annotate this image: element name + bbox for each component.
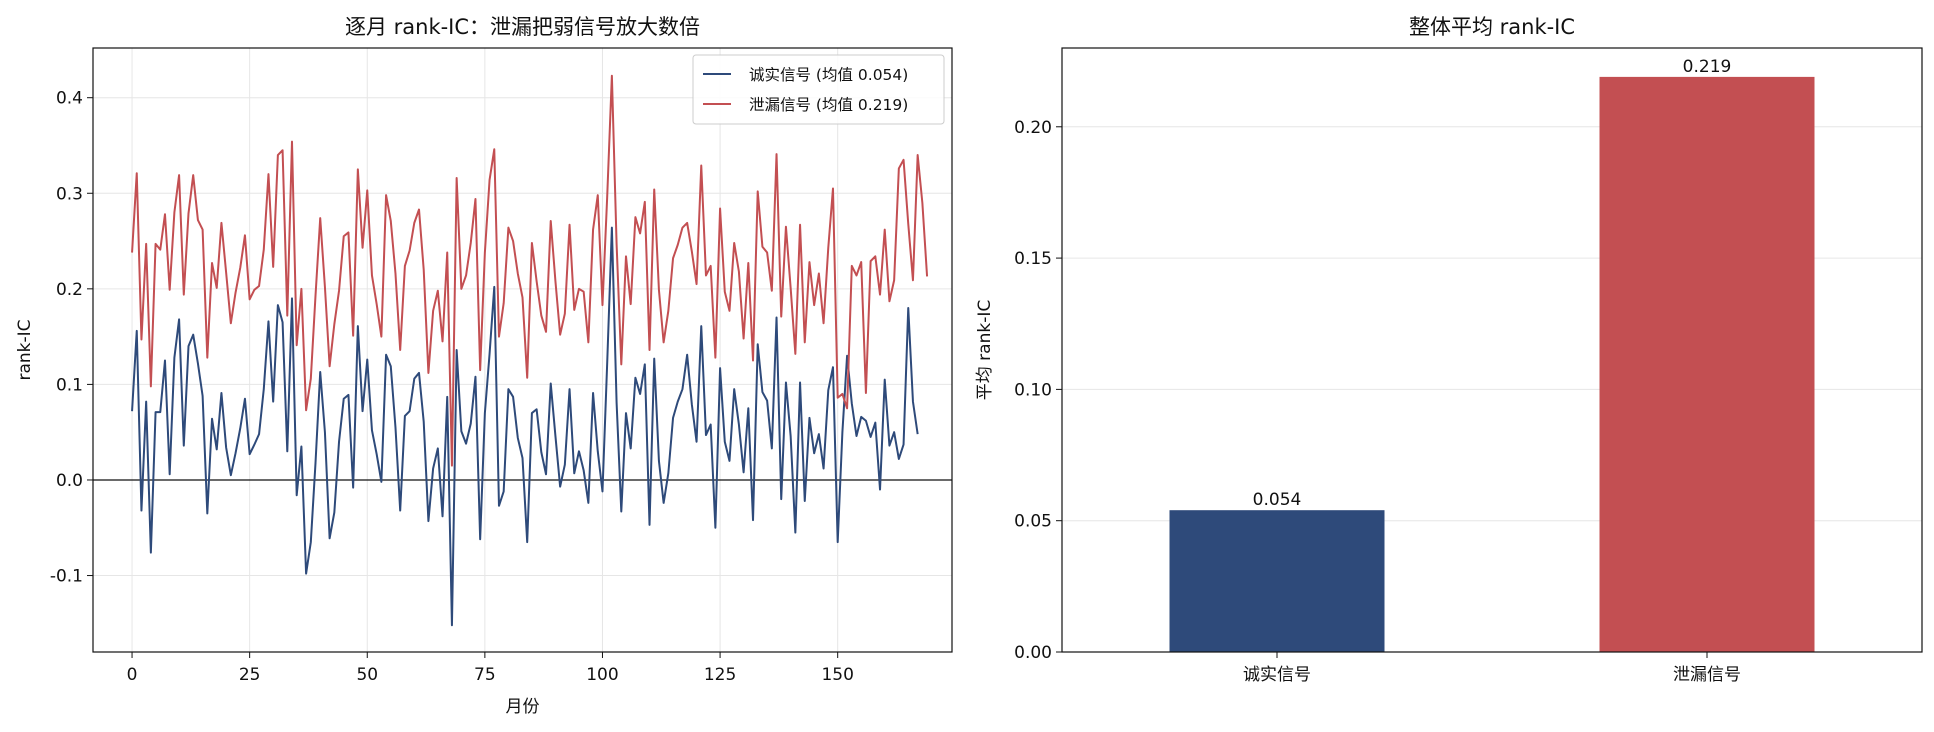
- line-chart-title: 逐月 rank-IC：泄漏把弱信号放大数倍: [345, 15, 700, 39]
- x-tick-label: 50: [356, 665, 378, 685]
- line-series-group: [131, 74, 929, 627]
- line-chart-frame: [92, 47, 953, 653]
- bar-value-label: 0.219: [1683, 57, 1732, 77]
- y-tick-label: 0.00: [1014, 643, 1052, 663]
- y-tick-label: 0.1: [56, 375, 83, 395]
- legend-label-honest: 诚实信号 (均值 0.054): [749, 66, 908, 84]
- bar-chart-x-ticks: 诚实信号 泄漏信号: [1243, 652, 1741, 685]
- bar: [1599, 76, 1815, 652]
- y-tick-label: 0.4: [56, 89, 83, 109]
- x-tick-label: 泄漏信号: [1673, 665, 1741, 685]
- bar-chart-y-label: 平均 rank-IC: [975, 300, 995, 400]
- y-tick-label: 0.05: [1014, 512, 1052, 532]
- line-chart-x-label: 月份: [506, 697, 540, 717]
- y-tick-label: 0.2: [56, 280, 83, 300]
- line-chart-panel: 逐月 rank-IC：泄漏把弱信号放大数倍 0 25 50 75 100 125 150 -…: [15, 15, 953, 717]
- line-chart-y-label: rank-IC: [15, 319, 35, 380]
- x-tick-label: 125: [704, 665, 736, 685]
- x-tick-label: 100: [586, 665, 618, 685]
- line-chart-x-ticks: 0 25 50 75 100 125 150: [127, 652, 854, 685]
- y-tick-label: 0.20: [1014, 118, 1052, 138]
- leaky-signal-line: [131, 74, 929, 467]
- x-tick-label: 诚实信号: [1243, 665, 1311, 685]
- bar-chart-title: 整体平均 rank-IC: [1409, 15, 1575, 39]
- y-tick-label: 0.15: [1014, 249, 1052, 269]
- y-tick-label: 0.0: [56, 471, 83, 491]
- x-tick-label: 0: [127, 665, 138, 685]
- bar: [1169, 510, 1385, 652]
- honest-signal-line: [131, 226, 919, 627]
- x-tick-label: 150: [821, 665, 853, 685]
- y-tick-label: 0.3: [56, 184, 83, 204]
- line-chart-legend: 诚实信号 (均值 0.054) 泄漏信号 (均值 0.219): [692, 54, 945, 125]
- x-tick-label: 25: [239, 665, 261, 685]
- bar-group: 0.054 0.219: [1169, 57, 1815, 652]
- x-tick-label: 75: [474, 665, 496, 685]
- bar-chart-frame: [1061, 47, 1923, 653]
- bar-value-label: 0.054: [1253, 490, 1302, 510]
- line-chart-y-ticks: -0.1 0.0 0.1 0.2 0.3 0.4: [50, 89, 93, 587]
- y-tick-label: -0.1: [50, 567, 83, 587]
- y-tick-label: 0.10: [1014, 380, 1052, 400]
- legend-box: [692, 54, 945, 125]
- bar-chart-y-ticks: 0.00 0.05 0.10 0.15 0.20: [1014, 118, 1062, 663]
- legend-label-leaky: 泄漏信号 (均值 0.219): [749, 96, 908, 114]
- line-chart-grid: [93, 48, 952, 652]
